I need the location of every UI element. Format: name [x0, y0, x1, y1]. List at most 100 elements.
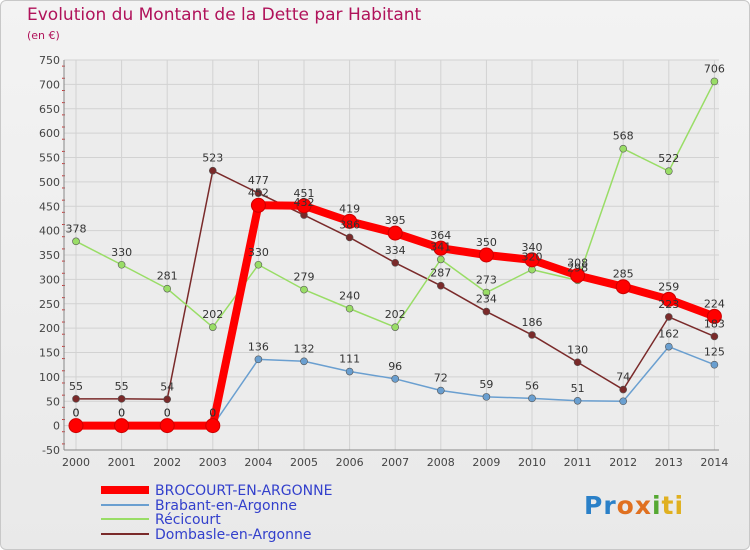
data-label-2: 240: [339, 290, 360, 303]
data-point-1: [710, 360, 719, 369]
x-tick-label: 2006: [336, 456, 364, 469]
data-label-2: 281: [157, 270, 178, 283]
data-point-0: [706, 308, 722, 324]
data-label-3: 74: [616, 371, 630, 384]
data-point-0: [114, 418, 130, 434]
data-point-0: [661, 291, 677, 307]
data-point-0: [524, 252, 540, 268]
data-label-3: 130: [567, 343, 588, 356]
x-tick-label: 2014: [700, 456, 728, 469]
data-point-0: [570, 267, 586, 283]
y-tick-label: 200: [39, 322, 60, 335]
x-tick-label: 2001: [108, 456, 136, 469]
data-label-2: 273: [476, 274, 497, 287]
x-tick-label: 2004: [244, 456, 272, 469]
data-label-2: 202: [385, 308, 406, 321]
logo-part-4: ti: [661, 491, 685, 520]
data-label-2: 202: [202, 308, 223, 321]
data-point-2: [300, 285, 308, 294]
data-point-3: [391, 258, 400, 267]
x-tick-label: 2008: [427, 456, 455, 469]
data-label-0: 259: [658, 280, 679, 293]
data-point-0: [615, 279, 631, 295]
data-label-1: 125: [704, 346, 725, 359]
legend-label-1: Brabant-en-Argonne: [155, 498, 297, 514]
data-point-1: [345, 367, 354, 376]
y-tick-label: -50: [42, 444, 60, 457]
data-point-2: [436, 255, 445, 264]
x-tick-label: 2007: [381, 456, 409, 469]
data-label-0: 0: [209, 407, 216, 420]
data-label-3: 287: [430, 267, 451, 280]
data-label-0: 308: [567, 256, 588, 269]
x-tick-label: 2000: [62, 456, 90, 469]
y-tick-label: 150: [39, 347, 60, 360]
data-point-3: [254, 189, 263, 197]
data-label-0: 451: [294, 187, 315, 200]
data-label-2: 341: [430, 240, 451, 253]
data-point-1: [528, 394, 536, 403]
data-point-3: [710, 332, 719, 341]
x-tick-label: 2005: [290, 456, 318, 469]
data-point-3: [436, 281, 445, 290]
data-point-3: [345, 233, 354, 242]
data-point-1: [619, 397, 628, 406]
data-label-0: 395: [385, 214, 406, 227]
y-tick-label: 600: [39, 127, 60, 140]
data-label-2: 320: [522, 251, 543, 264]
y-tick-label: 0: [53, 420, 60, 433]
data-point-3: [619, 385, 628, 394]
data-point-3: [163, 395, 171, 404]
data-point-0: [387, 225, 403, 241]
data-point-2: [482, 288, 491, 297]
chart-title: Evolution du Montant de la Dette par Hab…: [27, 5, 422, 25]
data-label-1: 0: [73, 407, 80, 420]
data-label-0: 0: [164, 407, 171, 420]
data-point-0: [205, 418, 221, 434]
logo-part-2: ox: [616, 491, 652, 520]
data-point-2: [72, 237, 80, 246]
data-label-1: 0: [209, 407, 216, 420]
x-tick-label: 2002: [153, 456, 181, 469]
data-point-2: [710, 77, 719, 86]
logo-part-3: i: [651, 491, 662, 520]
data-point-1: [436, 386, 445, 395]
data-label-0: 285: [613, 268, 634, 281]
data-point-2: [117, 260, 126, 269]
y-tick-label: 350: [39, 249, 60, 262]
x-tick-label: 2010: [518, 456, 546, 469]
data-label-3: 477: [248, 174, 269, 187]
data-label-1: 96: [388, 360, 402, 373]
data-label-2: 330: [111, 246, 132, 259]
y-tick-label: 400: [39, 225, 60, 238]
data-label-2: 568: [613, 130, 634, 143]
data-point-1: [391, 375, 400, 383]
y-tick-label: 550: [39, 152, 60, 165]
data-point-2: [345, 304, 354, 313]
data-label-3: 186: [522, 316, 543, 329]
data-label-3: 234: [476, 293, 497, 306]
data-label-0: 224: [704, 297, 725, 310]
y-tick-label: 650: [39, 103, 60, 116]
proxiti-logo: Proxiti: [584, 491, 684, 520]
data-label-0: 419: [339, 202, 360, 215]
data-label-1: 132: [294, 342, 315, 355]
data-point-3: [573, 358, 582, 367]
y-tick-label: 100: [39, 371, 60, 384]
data-label-2: 330: [248, 246, 269, 259]
x-tick-label: 2012: [609, 456, 637, 469]
data-point-0: [296, 198, 312, 214]
data-label-1: 136: [248, 340, 269, 353]
data-point-2: [619, 144, 628, 153]
data-label-1: 111: [339, 353, 360, 366]
y-tick-label: 700: [39, 78, 60, 91]
x-tick-label: 2013: [655, 456, 683, 469]
data-point-3: [117, 395, 126, 403]
data-point-2: [664, 167, 673, 175]
data-label-3: 54: [160, 380, 174, 393]
data-label-3: 183: [704, 317, 725, 330]
data-point-1: [254, 355, 263, 364]
x-tick-label: 2011: [564, 456, 592, 469]
y-tick-label: 450: [39, 200, 60, 213]
